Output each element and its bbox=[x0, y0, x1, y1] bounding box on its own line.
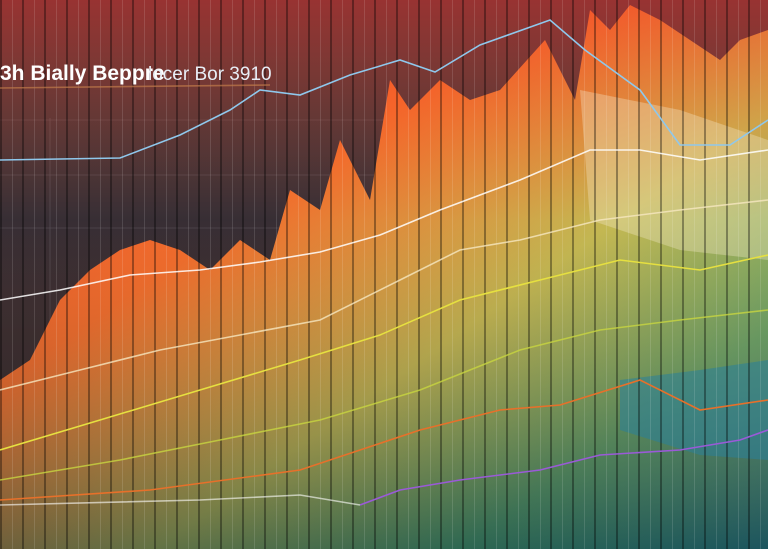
lines bbox=[0, 19, 768, 506]
subtitle: locer Bor 3910 bbox=[148, 64, 272, 85]
title: 3h Bially Beppre bbox=[0, 62, 165, 85]
